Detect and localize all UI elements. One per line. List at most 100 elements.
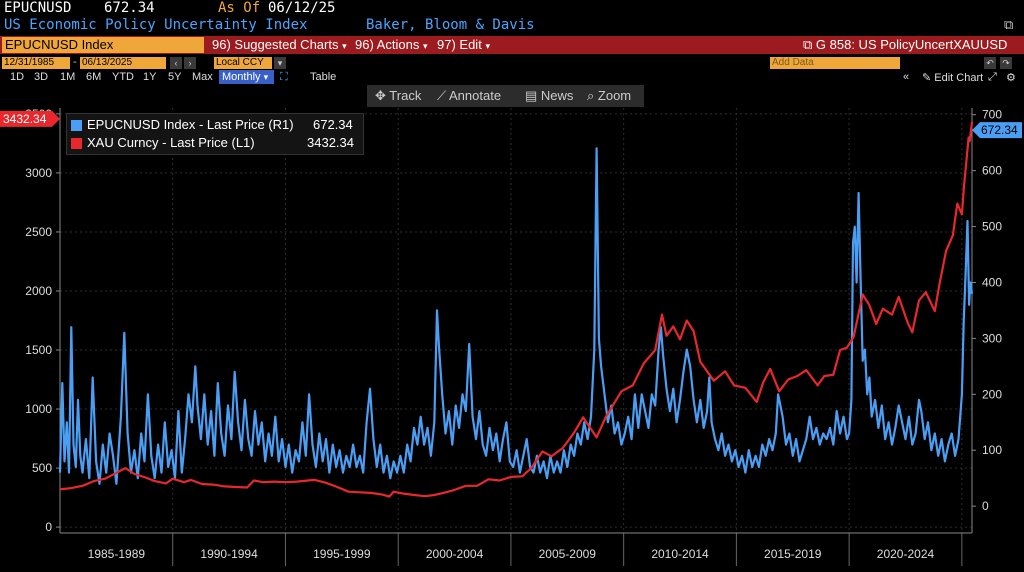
prev-range-button[interactable]: ‹: [170, 57, 182, 69]
grid-lines: [60, 108, 972, 533]
actions-label: 96) Actions: [355, 37, 420, 52]
range-toolbar: 1D 3D 1M 6M YTD 1Y 5Y Max ⛶ Table « ✎ Ed…: [0, 70, 1024, 84]
x-tick-label: 1985-1989: [88, 547, 146, 561]
left-tick-label: 500: [32, 461, 52, 475]
add-data-field[interactable]: Add Data: [770, 57, 900, 69]
index-description: US Economic Policy Uncertainty Index: [4, 17, 308, 33]
right-tick-label: 100: [982, 443, 1002, 457]
series-line-epu: [58, 147, 974, 485]
date-toolbar: 12/31/1985 - 06/13/2025 ‹ › Local CCY ▾ …: [0, 56, 1024, 70]
range-max-button[interactable]: Max: [192, 71, 213, 83]
end-date-field[interactable]: 06/13/2025: [80, 57, 166, 69]
currency-field[interactable]: Local CCY: [214, 57, 272, 69]
period-label: Monthly: [222, 71, 261, 83]
right-axis-ticks: 0 100 200 300 400 500 600 700: [972, 108, 1002, 513]
news-tool[interactable]: ▤ News: [525, 88, 573, 104]
settings-icon[interactable]: ⤢: [988, 71, 997, 83]
range-3d-button[interactable]: 3D: [34, 71, 49, 83]
annotate-tool[interactable]: ⟋ Annotate: [437, 88, 501, 104]
popout-icon[interactable]: ⧉: [1004, 17, 1014, 32]
description-row: US Economic Policy Uncertainty Index Bak…: [0, 17, 1024, 35]
collapse-icon[interactable]: «: [903, 71, 910, 83]
start-date-field[interactable]: 12/31/1985: [2, 57, 70, 69]
chart-tools: ✥ Track ⟋ Annotate ▤ News ⌕ Zoom: [367, 85, 644, 107]
popout-icon[interactable]: ⧉: [803, 37, 813, 52]
legend-label: XAU Curncy - Last Price (L1): [87, 135, 255, 150]
next-range-button[interactable]: ›: [184, 57, 196, 69]
as-of-date: 06/12/25: [268, 0, 336, 16]
right-tick-label: 500: [982, 220, 1002, 234]
annotate-label: Annotate: [449, 88, 502, 103]
axes: [59, 108, 973, 566]
series-lines: [58, 121, 974, 498]
data-source: Baker, Bloom & Davis: [366, 17, 535, 33]
header-row: EPUCNUSD 672.34 As Of 06/12/25: [0, 0, 1024, 18]
suggested-charts-label: 96) Suggested Charts: [212, 37, 339, 52]
crosshair-icon: ✥: [375, 88, 386, 103]
edit-menu[interactable]: 97) Edit ▾: [437, 37, 490, 52]
range-1y-button[interactable]: 1Y: [143, 71, 157, 83]
zoom-label: Zoom: [597, 88, 632, 103]
news-icon: ▤: [525, 88, 538, 103]
track-tool[interactable]: ✥ Track: [375, 88, 421, 104]
series-line-gold: [59, 121, 974, 498]
range-5y-button[interactable]: 5Y: [168, 71, 182, 83]
zoom-tool[interactable]: ⌕ Zoom: [587, 88, 631, 104]
chart-legend: EPUCNUSD Index - Last Price (R1) 672.34 …: [66, 113, 364, 155]
right-value-tag-label: 672.34: [981, 123, 1018, 137]
right-tick-label: 300: [982, 331, 1002, 345]
gear-icon[interactable]: ⚙: [1006, 72, 1016, 84]
currency-dropdown-button[interactable]: ▾: [274, 57, 286, 69]
caret-down-icon: ▾: [263, 72, 269, 82]
caret-down-icon: ▾: [485, 41, 490, 51]
legend-swatch: [71, 138, 82, 149]
x-tick-label: 2005-2009: [539, 547, 597, 561]
left-tick-label: 1500: [25, 343, 52, 357]
range-1m-button[interactable]: 1M: [60, 71, 76, 83]
edit-chart-button[interactable]: ✎ Edit Chart: [922, 71, 983, 84]
x-tick-label: 2010-2014: [651, 547, 709, 561]
left-tick-label: 1000: [25, 402, 52, 416]
range-1d-button[interactable]: 1D: [10, 71, 25, 83]
axis-tags: 3432.34 672.34: [0, 110, 1022, 139]
caret-down-icon: ▾: [422, 41, 428, 51]
legend-swatch: [71, 120, 82, 131]
legend-label: EPUCNUSD Index - Last Price (R1): [87, 117, 294, 132]
right-tick-label: 0: [982, 499, 989, 513]
left-value-tag: [0, 110, 60, 127]
range-ytd-button[interactable]: YTD: [112, 71, 134, 83]
range-6m-button[interactable]: 6M: [86, 71, 102, 83]
as-of-label: As Of: [218, 0, 261, 16]
undo-button[interactable]: ↶: [984, 57, 996, 69]
news-label: News: [540, 88, 574, 103]
edit-label: 97) Edit: [437, 37, 482, 52]
security-field[interactable]: EPUCNUSD Index: [2, 37, 204, 53]
left-tick-label: 0: [45, 520, 52, 534]
last-value: 672.34: [104, 0, 155, 16]
redo-button[interactable]: ↷: [1000, 57, 1012, 69]
x-tick-label: 2015-2019: [764, 547, 822, 561]
x-tick-label: 1995-1999: [313, 547, 371, 561]
menu-bar: EPUCNUSD Index 96) Suggested Charts ▾ 96…: [0, 36, 1024, 54]
right-tick-label: 200: [982, 387, 1002, 401]
actions-menu[interactable]: 96) Actions ▾: [355, 37, 427, 52]
add-data-placeholder: Add Data: [772, 57, 814, 68]
x-tick-label: 2020-2024: [877, 547, 935, 561]
track-label: Track: [389, 88, 422, 103]
left-tick-label: 2500: [25, 225, 52, 239]
caret-down-icon: ▾: [342, 41, 347, 51]
search-icon: ⌕: [587, 88, 595, 103]
x-axis-ticks: 1985-1989 1990-1994 1995-1999 2000-2004 2005…: [88, 547, 935, 561]
suggested-charts-menu[interactable]: 96) Suggested Charts ▾: [212, 37, 347, 52]
right-tick-label: 700: [982, 108, 1002, 122]
chart-type-icon[interactable]: ⛶: [280, 71, 288, 83]
left-tick-label: 2000: [25, 284, 52, 298]
right-tick-label: 600: [982, 164, 1002, 178]
legend-value: 672.34: [313, 117, 353, 132]
chart-title: ⧉ G 858: US PolicyUncertXAUUSD: [803, 37, 1007, 53]
table-button[interactable]: Table: [310, 71, 337, 83]
period-selector[interactable]: Monthly ▾: [219, 70, 274, 84]
right-tick-label: 400: [982, 275, 1002, 289]
chart-title-text: G 858: US PolicyUncertXAUUSD: [815, 37, 1008, 52]
